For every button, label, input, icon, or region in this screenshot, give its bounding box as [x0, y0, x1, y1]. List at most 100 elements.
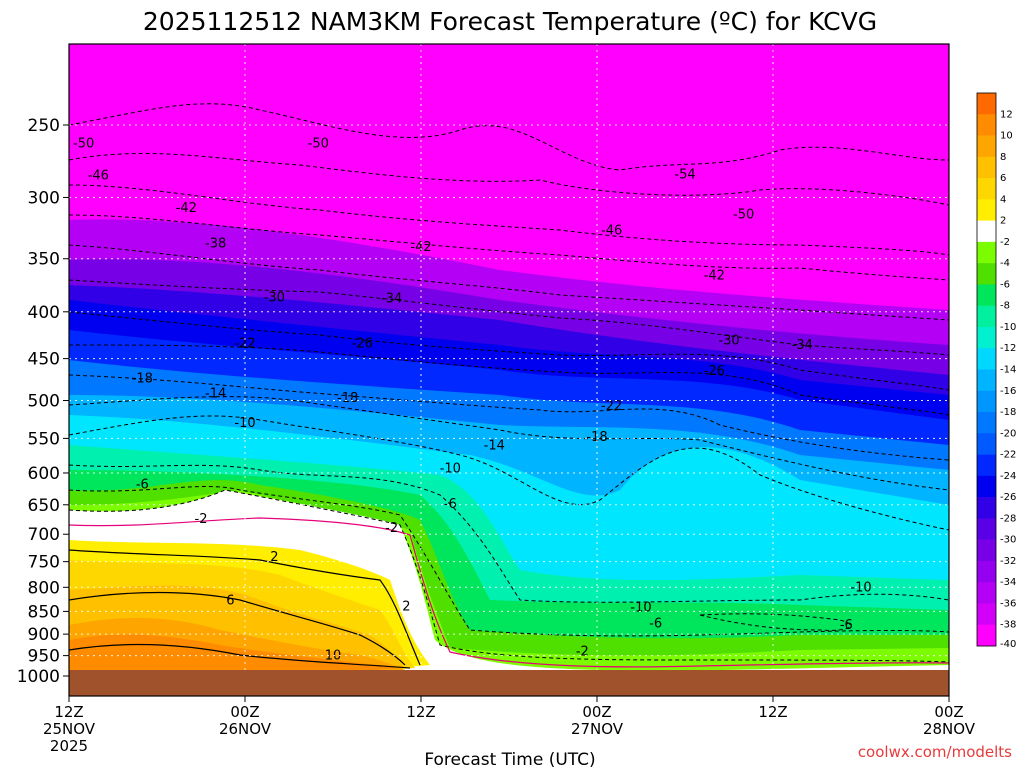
credit-text: coolwx.com/modelts: [858, 743, 1012, 761]
contour-label: -6: [840, 618, 853, 633]
colorbar-label: -28: [1000, 513, 1016, 524]
y-tick-label: 700: [28, 525, 60, 545]
colorbar-swatch: [977, 369, 996, 392]
colorbar-label: 4: [1000, 194, 1006, 205]
colorbar-swatch: [977, 603, 996, 626]
colorbar-label: -36: [1000, 598, 1016, 609]
contour-label: -22: [601, 399, 622, 414]
x-tick-label: 28NOV: [923, 720, 976, 738]
colorbar-label: -2: [1000, 237, 1010, 248]
contour-label: -2: [385, 521, 398, 536]
colorbar-swatch: [977, 497, 996, 519]
colorbar-label: -16: [1000, 386, 1016, 397]
y-tick-label: 600: [28, 464, 60, 484]
contour-label: -46: [601, 224, 622, 239]
y-tick-label: 1000: [17, 667, 60, 687]
contour-label: -18: [132, 371, 153, 386]
colorbar-label: -30: [1000, 535, 1016, 546]
contour-label: -6: [136, 478, 149, 493]
x-tick-label: 25NOV: [43, 720, 96, 738]
colorbar-label: -40: [1000, 639, 1016, 650]
y-tick-label: 800: [28, 578, 60, 598]
colorbar-swatch: [977, 93, 996, 115]
colorbar-swatch: [977, 624, 996, 647]
y-tick-label: 250: [28, 116, 60, 136]
colorbar-swatch: [977, 475, 996, 498]
contour-label: -30: [718, 334, 739, 349]
contour-label: -2: [576, 644, 589, 659]
freezing-line: [69, 517, 949, 668]
colorbar-label: -18: [1000, 407, 1016, 418]
x-tick-label: 12Z: [54, 703, 83, 721]
colorbar-label: 8: [1000, 152, 1006, 163]
colorbar-swatch: [977, 135, 996, 158]
colorbar-label: -22: [1000, 450, 1016, 461]
y-tick-label: 900: [28, 625, 60, 645]
contour-label: -54: [674, 167, 695, 182]
colorbar-swatch: [977, 284, 996, 306]
colorbar-label: -4: [1000, 258, 1010, 269]
colorbar-label: -10: [1000, 322, 1016, 333]
contour-labels: -50 -50-54-46-50-42-46-38 -42-42-30 -34-22-…: [73, 137, 872, 664]
colorbar-swatch: [977, 156, 996, 179]
surface-ground: [69, 670, 949, 696]
x-tick-label: 2025: [50, 737, 88, 755]
x-tick-label: 12Z: [758, 703, 787, 721]
contour-label: -34: [792, 338, 813, 353]
y-tick-label: 950: [28, 647, 60, 667]
contour-label: -14: [484, 439, 505, 454]
colorbar-swatch: [977, 454, 996, 477]
x-tick-label: 00Z: [934, 703, 963, 721]
colorbar-label: -8: [1000, 301, 1010, 312]
band-magenta-pocket: [631, 78, 716, 152]
colorbar-swatch: [977, 560, 996, 583]
contour-label: -18: [337, 391, 358, 406]
colorbar-label: -24: [1000, 471, 1016, 482]
positive-contours: [69, 549, 421, 669]
chart-title: 2025112512 NAM3KM Forecast Temperature (…: [143, 7, 877, 36]
colorbar-frame: [976, 92, 997, 647]
colorbar-swatch: [977, 433, 996, 455]
contour-label: -30: [264, 291, 285, 306]
contour-label: 6: [226, 594, 234, 609]
y-tick-label: 650: [28, 496, 60, 516]
contour-label: -6: [444, 497, 457, 512]
colorbar-label: -20: [1000, 428, 1016, 439]
y-tick-label: 450: [28, 350, 60, 370]
colorbar-swatch: [977, 241, 996, 264]
y-tick-label: 400: [28, 303, 60, 323]
colorbar-swatch: [977, 348, 996, 370]
contour-label: -42: [410, 240, 431, 255]
colorbar-label: -32: [1000, 556, 1016, 567]
colorbar-swatch: [977, 114, 996, 136]
colorbar-label: 12: [1000, 109, 1013, 120]
colorbar-label: 10: [1000, 131, 1013, 142]
y-tick-label: 750: [28, 553, 60, 573]
contour-label: -22: [234, 336, 255, 351]
x-tick-label: 00Z: [582, 703, 611, 721]
x-tick-label: 27NOV: [571, 720, 624, 738]
contour-label: -10: [630, 601, 651, 616]
colorbar-label: -38: [1000, 620, 1016, 631]
colorbar-label: 2: [1000, 216, 1006, 227]
contour-label: -18: [586, 430, 607, 445]
y-tick-label: 300: [28, 188, 60, 208]
colorbar: 12 10 8 6 4 2 -2 -4 -6 -8 -10 -12 -14 -16 -18 -20 -22 -24…: [976, 92, 1016, 650]
contour-label: -26: [352, 336, 373, 351]
contour-label: 2: [402, 600, 410, 615]
contour-label: -14: [205, 386, 226, 401]
grid-lines: [69, 44, 949, 696]
x-axis-label: Forecast Time (UTC): [424, 750, 595, 768]
colorbar-swatch: [977, 582, 996, 604]
colorbar-label: -26: [1000, 492, 1016, 503]
contour-label: -46: [88, 169, 109, 184]
x-tick-label: 12Z: [406, 703, 435, 721]
contour-label: -42: [176, 201, 197, 216]
contour-label: -10: [440, 461, 461, 476]
colorbar-label: -6: [1000, 279, 1010, 290]
y-tick-label: 500: [28, 392, 60, 412]
contour-label: -50: [308, 137, 329, 152]
contour-label: -34: [381, 292, 402, 307]
x-tick-label: 26NOV: [219, 720, 272, 738]
